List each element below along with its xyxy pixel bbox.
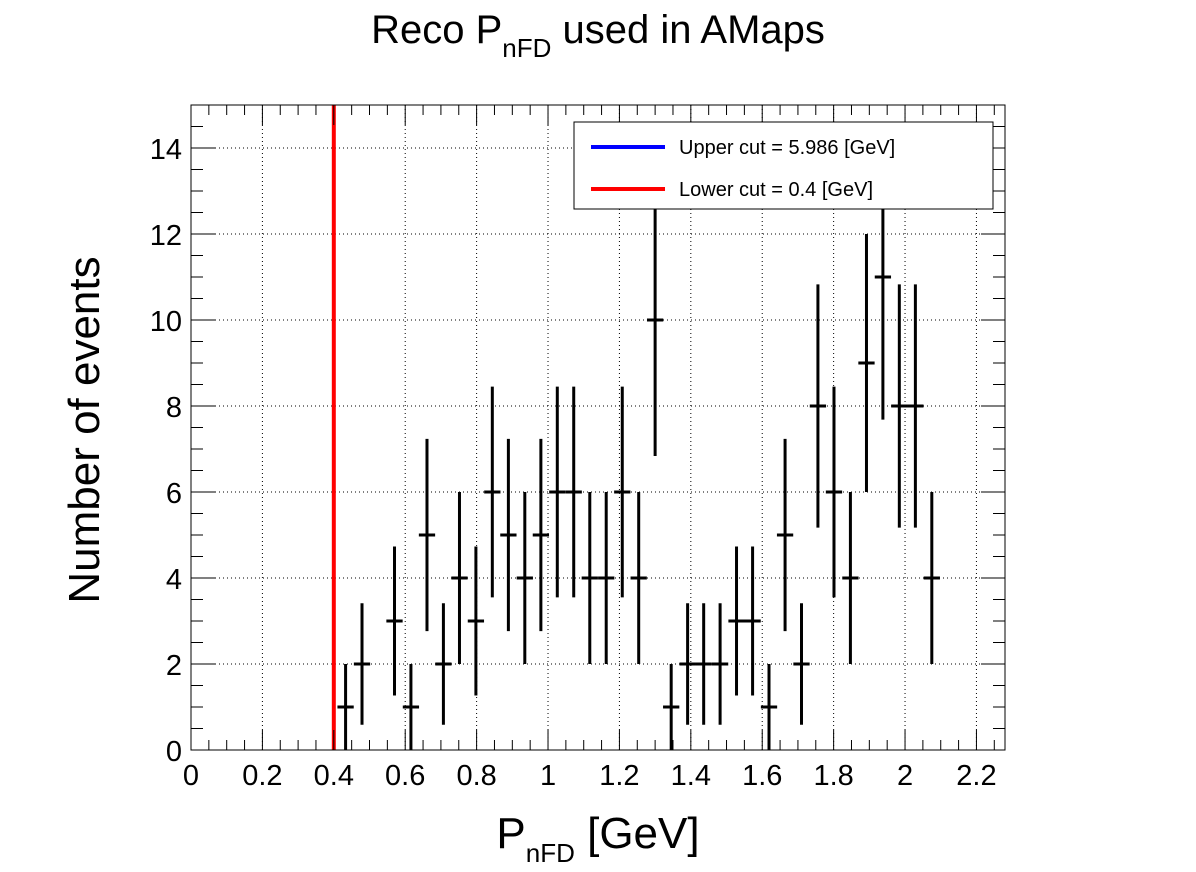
- data-point: [386, 546, 403, 696]
- x-tick-label: 0.6: [385, 760, 425, 792]
- x-tick-label: 2: [897, 760, 913, 792]
- x-axis: 0 0.2 0.4 0.6 0.8 1 1.2 1.4 1.6 1.8 2 2.2: [183, 105, 997, 792]
- legend-label: Lower cut = 0.4 [GeV]: [679, 179, 873, 201]
- legend: Upper cut = 5.986 [GeV] Lower cut = 0.4 […: [573, 121, 994, 210]
- data-point: [679, 603, 696, 725]
- data-point: [353, 603, 371, 725]
- data-point: [711, 603, 729, 725]
- data-point: [891, 284, 908, 528]
- svg-text:Reco PnFD used in AMaps: Reco PnFD used in AMaps: [371, 8, 825, 63]
- data-point: [809, 284, 827, 528]
- y-tick-label: 10: [150, 306, 182, 338]
- data-point: [484, 386, 501, 598]
- data-point: [858, 234, 875, 492]
- y-axis-title: Number of events: [60, 256, 109, 603]
- x-tick-label: 0.2: [242, 760, 282, 792]
- data-point: [614, 386, 631, 598]
- y-tick-label: 4: [166, 564, 182, 596]
- x-tick-label: 0: [183, 760, 199, 792]
- x-tick-label: 1.4: [671, 760, 711, 792]
- y-tick-label: 0: [166, 736, 182, 768]
- x-title-subscript: nFD: [526, 838, 575, 868]
- x-tick-label: 0.4: [314, 760, 354, 792]
- x-tick-label: 2.2: [956, 760, 996, 792]
- legend-box: [573, 121, 994, 210]
- data-point: [728, 546, 745, 696]
- data-point: [663, 664, 680, 750]
- data-point: [907, 284, 924, 528]
- data-point: [744, 546, 761, 696]
- data-point: [435, 603, 452, 725]
- data-points: [337, 134, 940, 750]
- title-rest: used in AMaps: [551, 8, 825, 52]
- data-point: [516, 492, 533, 664]
- data-point: [451, 492, 468, 664]
- legend-label: Upper cut = 5.986 [GeV]: [679, 137, 895, 159]
- data-point: [776, 438, 794, 632]
- data-point: [923, 492, 940, 664]
- y-tick-label: 8: [166, 392, 182, 424]
- x-title-main: P: [496, 809, 525, 858]
- data-point: [418, 438, 436, 632]
- data-point: [549, 386, 566, 598]
- data-point: [581, 492, 598, 664]
- y-tick-label: 12: [150, 220, 182, 252]
- y-axis: 0 2 4 6 8 10 12 14: [150, 126, 1005, 768]
- data-point: [500, 438, 517, 632]
- x-tick-label: 1.6: [742, 760, 782, 792]
- data-point: [793, 603, 810, 725]
- data-point: [695, 603, 712, 725]
- data-point: [337, 664, 354, 750]
- title-subscript: nFD: [502, 33, 551, 63]
- y-tick-label: 6: [166, 478, 182, 510]
- data-point: [402, 664, 420, 750]
- data-point: [565, 386, 582, 598]
- x-axis-title: PnFD [GeV]: [496, 809, 699, 868]
- data-point: [532, 438, 550, 632]
- x-tick-label: 0.8: [456, 760, 496, 792]
- y-tick-label: 2: [166, 650, 182, 682]
- x-tick-label: 1: [540, 760, 556, 792]
- data-point: [467, 546, 485, 696]
- x-tick-label: 1.8: [813, 760, 853, 792]
- chart-title: Reco PnFD used in AMaps: [371, 8, 825, 63]
- data-point: [825, 386, 843, 598]
- data-point: [630, 492, 647, 664]
- title-main: Reco P: [371, 8, 502, 52]
- data-point: [842, 492, 859, 664]
- y-tick-label: 14: [150, 134, 182, 166]
- data-point: [760, 664, 778, 750]
- x-title-rest: [GeV]: [575, 809, 700, 858]
- data-point: [646, 184, 664, 456]
- data-point: [598, 492, 615, 664]
- x-tick-label: 1.2: [599, 760, 639, 792]
